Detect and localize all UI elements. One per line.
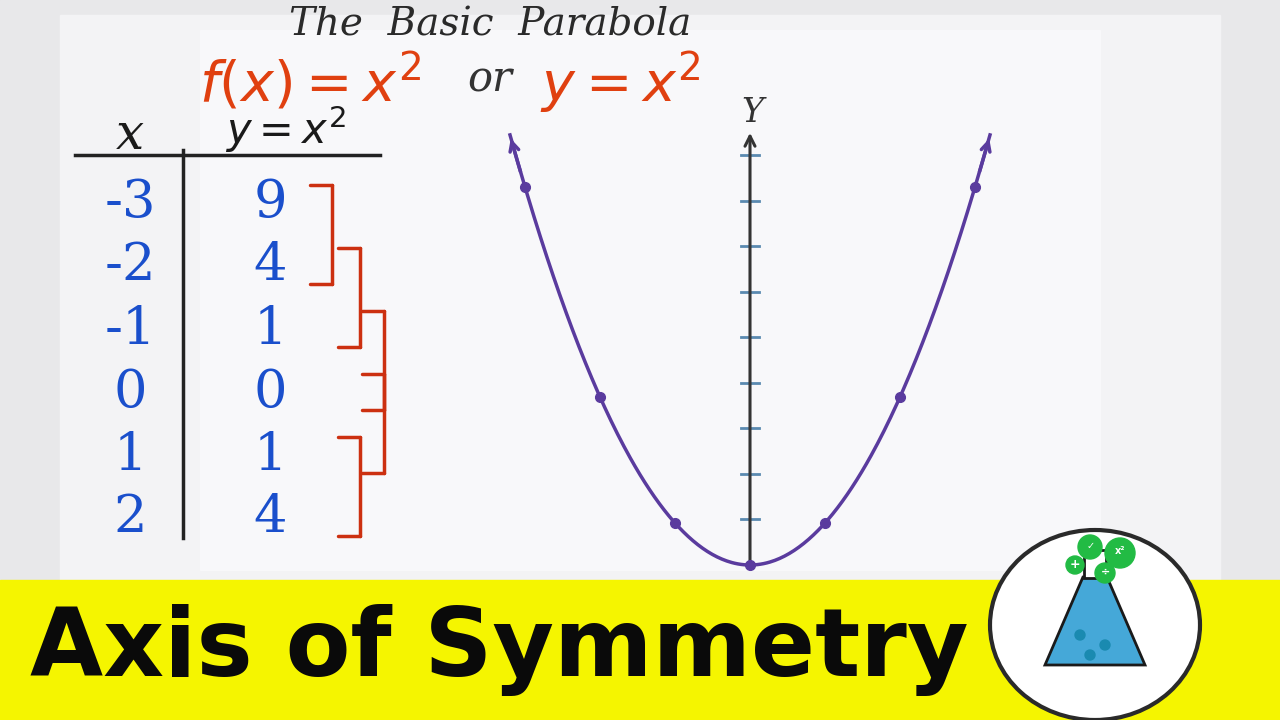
Text: $y= x^2$: $y= x^2$ <box>224 103 346 155</box>
Ellipse shape <box>989 530 1201 720</box>
Text: or: or <box>467 59 512 101</box>
Bar <box>0 0 1280 600</box>
Text: ÷: ÷ <box>1101 567 1110 577</box>
Circle shape <box>1085 650 1094 660</box>
Bar <box>0 580 1280 720</box>
Text: 9: 9 <box>253 178 287 228</box>
Text: 2: 2 <box>113 492 147 544</box>
Text: 0: 0 <box>113 366 147 418</box>
Polygon shape <box>1044 577 1146 665</box>
Text: 1: 1 <box>113 430 147 480</box>
Text: -3: -3 <box>104 178 156 228</box>
Text: 4: 4 <box>253 240 287 292</box>
Text: +: + <box>1070 557 1080 570</box>
Text: Y: Y <box>741 97 763 129</box>
Bar <box>1084 550 1106 578</box>
Circle shape <box>1078 535 1102 559</box>
Text: x²: x² <box>1115 546 1125 556</box>
Text: 4: 4 <box>253 492 287 544</box>
Circle shape <box>1066 556 1084 574</box>
Text: $\checkmark$: $\checkmark$ <box>1085 540 1094 550</box>
Circle shape <box>1100 640 1110 650</box>
Text: x: x <box>116 110 145 160</box>
Text: $y= x^2$: $y= x^2$ <box>540 50 700 116</box>
Circle shape <box>1105 538 1135 568</box>
Text: 0: 0 <box>253 366 287 418</box>
Text: 1: 1 <box>253 430 287 480</box>
Text: The  Basic  Parabola: The Basic Parabola <box>289 6 691 43</box>
Text: Axis of Symmetry: Axis of Symmetry <box>29 604 969 696</box>
Text: 1: 1 <box>253 304 287 354</box>
Text: -2: -2 <box>104 240 156 292</box>
Text: $f(x)= x^2$: $f(x)= x^2$ <box>198 52 421 114</box>
Bar <box>200 30 1100 570</box>
Text: -1: -1 <box>104 304 156 354</box>
Bar <box>60 15 1220 590</box>
Circle shape <box>1094 563 1115 583</box>
Circle shape <box>1075 630 1085 640</box>
